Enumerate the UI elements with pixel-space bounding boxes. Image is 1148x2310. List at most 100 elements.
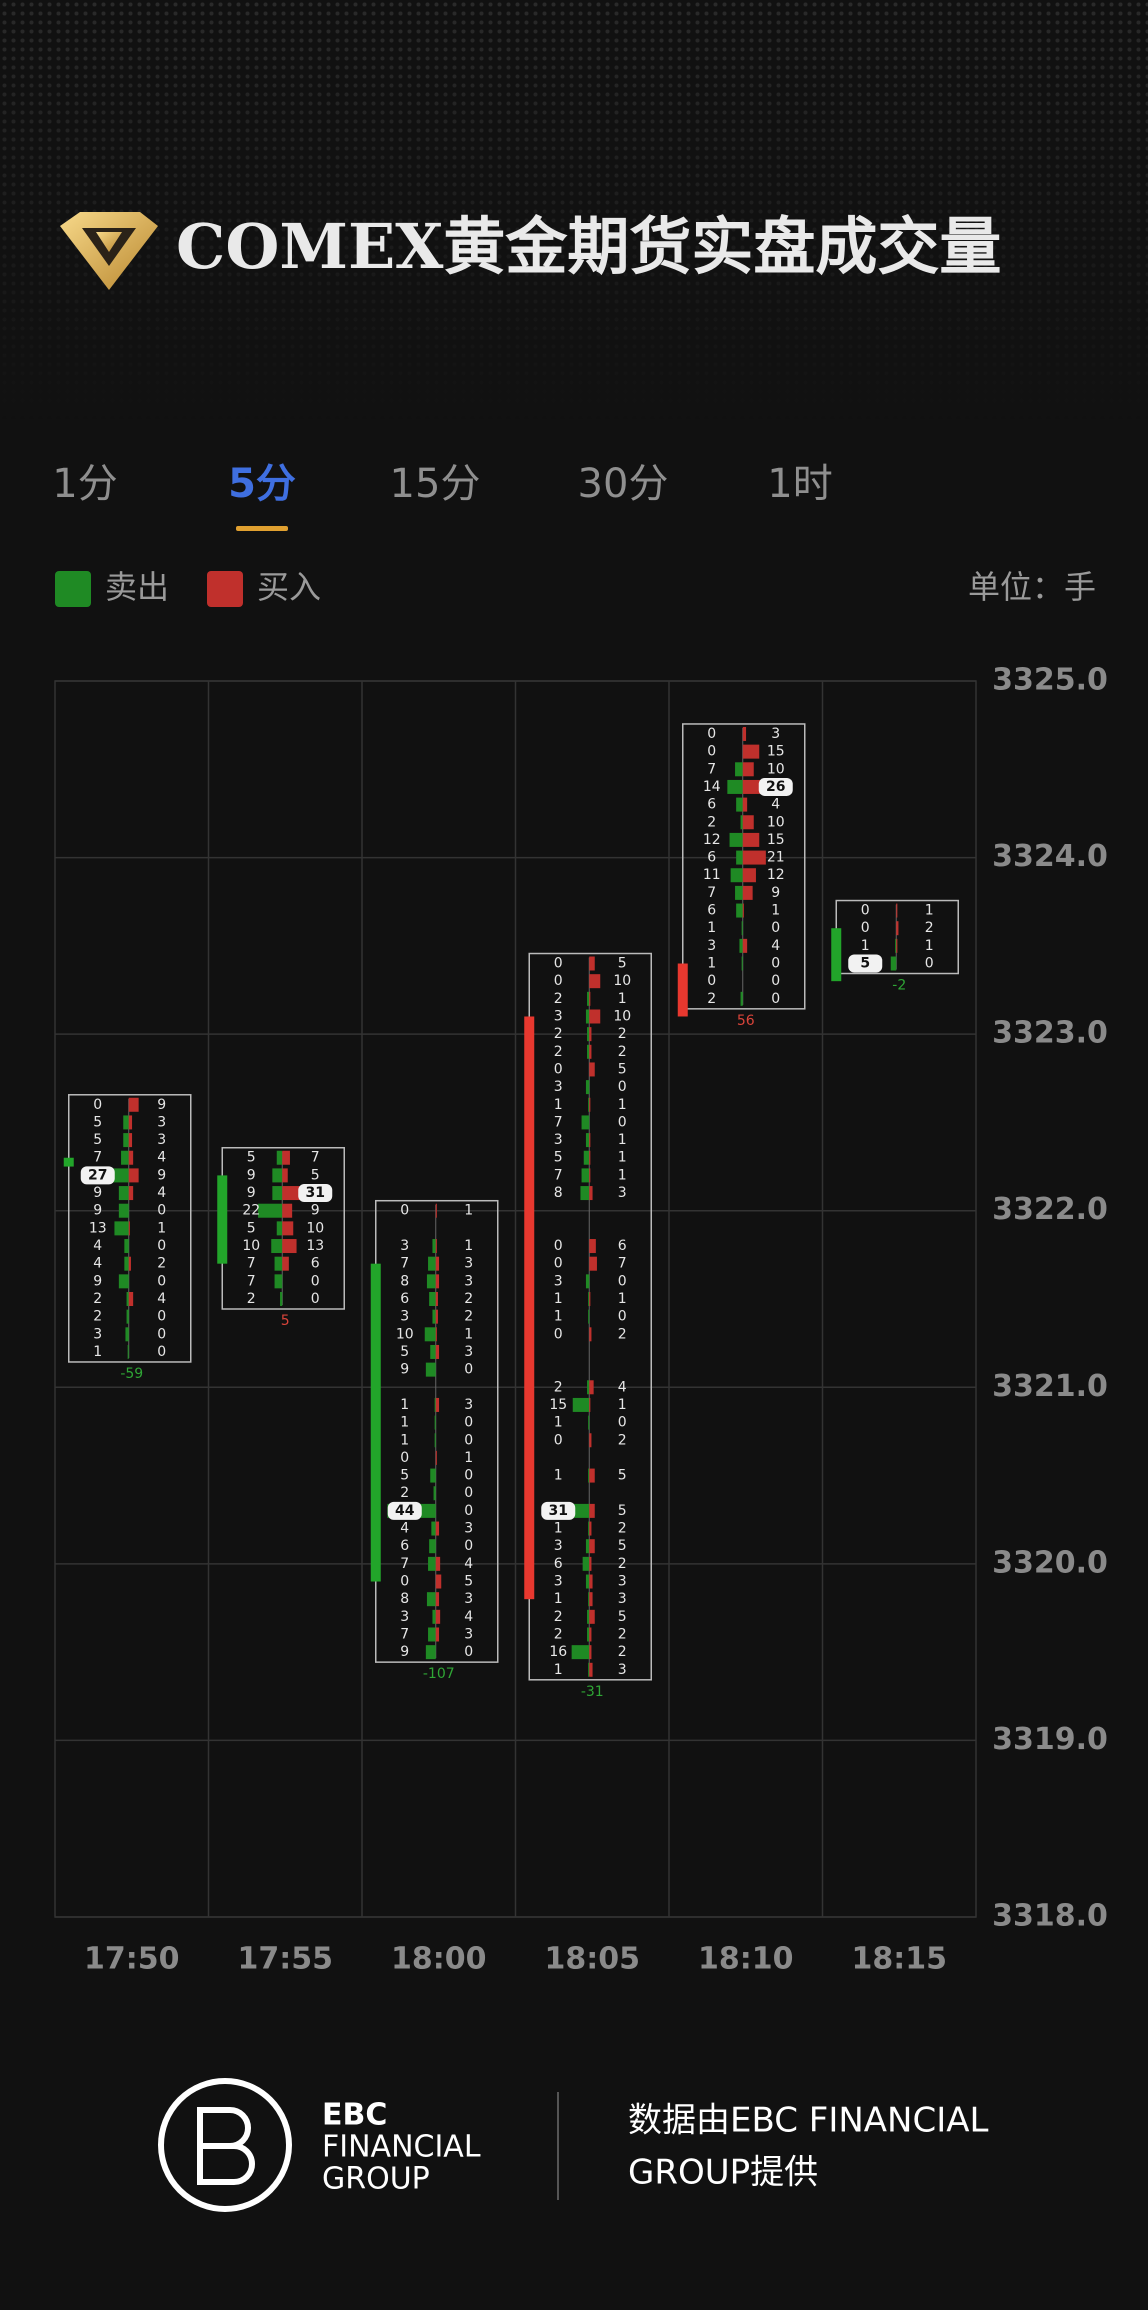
sell-volume-bar <box>582 1556 590 1571</box>
buy-volume: 2 <box>618 1432 627 1448</box>
sell-volume: 0 <box>554 1326 563 1342</box>
cluster-delta: -59 <box>120 1366 143 1382</box>
buy-volume: 9 <box>311 1203 320 1219</box>
sell-volume: 6 <box>707 850 716 866</box>
buy-volume-bar <box>435 1574 442 1589</box>
sell-volume: 7 <box>400 1256 409 1272</box>
sell-volume: 1 <box>554 1468 563 1484</box>
buy-volume-bar <box>589 974 601 989</box>
poc-highlight <box>541 1501 576 1520</box>
buy-volume-bar <box>589 1521 592 1536</box>
sell-volume: 8 <box>400 1273 409 1289</box>
buy-volume-bar <box>435 1309 438 1324</box>
sell-volume: 7 <box>707 761 716 777</box>
y-tick-label: 3319.0 <box>992 1722 1108 1757</box>
sell-volume-bar <box>736 797 743 812</box>
buy-volume: 0 <box>464 1644 473 1660</box>
buy-volume-bar <box>589 1150 591 1165</box>
buy-volume: 1 <box>464 1326 473 1342</box>
buy-volume: 5 <box>618 1503 627 1519</box>
buy-volume-bar <box>742 885 753 900</box>
brand-line: GROUP <box>322 2162 430 2197</box>
buy-volume: 3 <box>464 1273 473 1289</box>
buy-volume: 2 <box>618 1326 627 1342</box>
tab[interactable]: 5分 <box>228 461 296 507</box>
sell-volume: 2 <box>400 1485 409 1501</box>
sell-volume-bar <box>272 1168 283 1183</box>
sell-volume: 2 <box>554 1026 563 1042</box>
sell-volume: 2 <box>554 1609 563 1625</box>
buy-volume-bar <box>589 1662 593 1677</box>
sell-volume-bar <box>432 1239 436 1254</box>
sell-volume-bar <box>425 1645 436 1660</box>
sell-volume-bar <box>588 1097 590 1112</box>
sell-volume: 0 <box>93 1097 102 1113</box>
buy-volume-bar <box>589 1645 592 1660</box>
buy-volume: 0 <box>618 1309 627 1325</box>
legend-swatch <box>55 571 91 607</box>
timeframe-tabs: 1分 5分 15分 30分 1时 <box>52 461 833 531</box>
sell-volume-bar <box>585 1009 590 1024</box>
sell-volume: 3 <box>554 1008 563 1024</box>
buy-volume: 0 <box>311 1291 320 1307</box>
candle-body <box>677 963 688 1017</box>
legend-label: 卖出 <box>105 568 169 606</box>
buy-volume: 12 <box>767 867 785 883</box>
buy-volume-bar <box>435 1203 437 1218</box>
sell-volume-bar <box>588 1592 590 1607</box>
sell-volume-bar <box>424 1327 436 1342</box>
sell-volume: 3 <box>707 938 716 954</box>
buy-volume: 15 <box>767 832 785 848</box>
cluster-delta: -31 <box>581 1684 604 1700</box>
tab[interactable]: 1分 <box>52 461 117 507</box>
sell-volume-bar <box>580 1186 590 1201</box>
tab[interactable]: 15分 <box>390 461 481 507</box>
sell-volume-bar <box>735 885 743 900</box>
buy-volume-bar <box>589 1133 591 1148</box>
sell-volume: 2 <box>707 814 716 830</box>
buy-volume: 0 <box>464 1485 473 1501</box>
buy-volume: 2 <box>157 1256 166 1272</box>
cluster-delta: -107 <box>423 1666 455 1682</box>
buy-volume-bar <box>282 1256 289 1271</box>
sell-volume-bar <box>118 1186 129 1201</box>
sell-volume: 3 <box>554 1273 563 1289</box>
y-tick-label: 3322.0 <box>992 1192 1108 1227</box>
buy-volume: 10 <box>613 1008 631 1024</box>
tab[interactable]: 30分 <box>578 461 669 507</box>
sell-volume: 1 <box>400 1397 409 1413</box>
buy-volume: 0 <box>157 1203 166 1219</box>
sell-volume-bar <box>274 1256 283 1271</box>
tab-underline <box>236 526 288 531</box>
buy-volume-bar <box>282 1168 288 1183</box>
buy-volume: 1 <box>157 1220 166 1236</box>
sell-volume-bar <box>430 1468 436 1483</box>
sell-volume-bar <box>426 1592 436 1607</box>
poc-highlight <box>80 1166 115 1185</box>
credit-line: 数据由EBC FINANCIAL <box>628 2101 988 2141</box>
sell-volume-bar <box>123 1115 129 1130</box>
buy-volume: 0 <box>157 1326 166 1342</box>
buy-volume-bar <box>589 1256 597 1271</box>
sell-volume: 0 <box>554 1061 563 1077</box>
buy-volume: 3 <box>464 1591 473 1607</box>
sell-volume: 16 <box>549 1644 567 1660</box>
sell-volume-bar <box>434 1415 436 1430</box>
sell-volume: 5 <box>247 1220 256 1236</box>
sell-volume: 1 <box>707 956 716 972</box>
tab[interactable]: 1时 <box>767 461 832 507</box>
buy-volume-bar <box>589 1044 592 1059</box>
x-tick-label: 18:10 <box>698 1942 794 1977</box>
buy-volume-bar <box>589 1574 593 1589</box>
buy-volume-bar <box>742 938 748 953</box>
buy-volume-bar <box>589 1168 591 1183</box>
sell-volume: 0 <box>861 920 870 936</box>
buy-volume: 3 <box>157 1114 166 1130</box>
sell-volume-bar <box>429 1539 436 1554</box>
buy-volume: 1 <box>618 1167 627 1183</box>
buy-volume-bar <box>435 1292 438 1306</box>
sell-volume-bar <box>428 1556 436 1571</box>
sell-volume-bar <box>432 1609 436 1624</box>
buy-volume-bar <box>896 921 899 936</box>
y-tick-label: 3325.0 <box>992 663 1108 698</box>
